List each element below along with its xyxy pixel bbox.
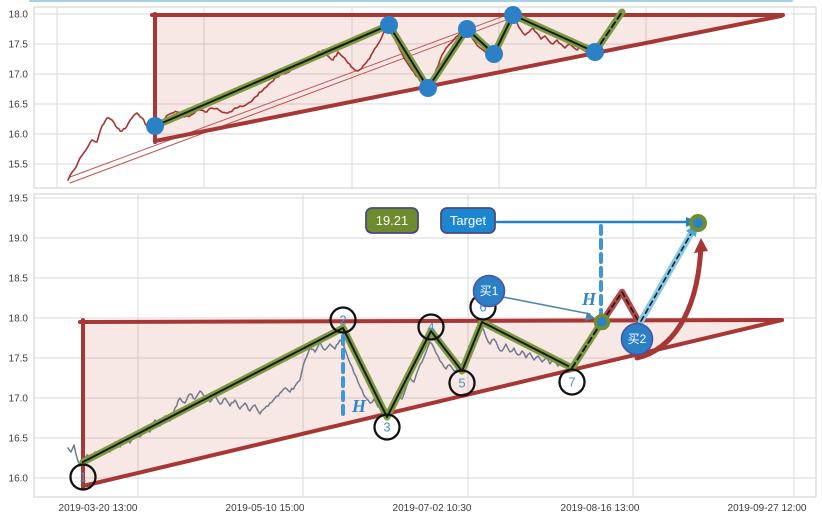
x-tick-label: 2019-09-27 12:00 [728,503,807,514]
pivot-number-6: 6 [479,300,486,315]
bottom-panel-border [33,193,817,498]
bottom-y-tick-label: 19.5 [9,194,29,205]
red-arrowhead [694,238,708,253]
thin-trendline [69,12,513,178]
cyan-projection-dashes [640,231,693,322]
pivot-dot-top [419,79,437,97]
price-value-label-box [365,207,419,234]
pivot-number-2: 2 [339,313,346,328]
pivot-dot-top [380,16,398,34]
x-tick-label: 2019-08-16 13:00 [561,503,640,514]
pivot-circle-5 [448,369,476,397]
pivot-number-7: 7 [568,375,575,390]
pivot-number-4: 4 [427,320,434,335]
top-y-tick-label: 18.0 [9,10,29,21]
buy1-arrowhead [585,312,595,321]
zigzag-core-bottom [82,321,573,463]
bottom-y-tick-label: 16.0 [9,474,29,485]
bottom-y-tick-label: 18.0 [9,314,29,325]
thin-trendline [69,16,515,184]
buy1-marker [472,274,506,308]
top-y-tick-label: 16.5 [9,100,29,111]
pivot-dot-top [146,117,164,135]
cyan-projection-band [637,228,696,325]
red-projection-arrow [634,242,704,361]
pivot-circle-7 [558,368,586,396]
top-y-tick-label: 16.0 [9,130,29,141]
target-label: Target [450,213,487,228]
red-pullback-dashes [601,291,641,325]
zigzag-entry-dashes [571,322,602,369]
pivot-number-1: 1 [79,470,86,485]
wedge-bottom-line-bottom [81,318,784,488]
price-value-label: 19.21 [376,213,409,228]
top-y-tick-label: 17.0 [9,70,29,81]
bottom-y-tick-label: 18.5 [9,274,29,285]
h-label-1: H [351,396,367,416]
top-panel-border [33,6,817,189]
bottom-y-tick-label: 16.5 [9,434,29,445]
pivot-dot-top [458,20,476,38]
top-y-tick-label: 17.5 [9,40,29,51]
pivot-dot-top [586,43,604,61]
h-label-2: H [581,289,597,309]
target-point-marker [689,214,707,232]
pivot-dot-top [504,6,522,24]
entry-point-marker [593,313,611,331]
target-label-box [440,207,496,234]
bottom-y-tick-label: 19.0 [9,234,29,245]
pivot-dot-top [485,45,503,63]
zigzag-projection-dashes-top [594,11,623,53]
x-tick-label: 2019-05-10 15:00 [226,503,305,514]
buy1-label: 买1 [480,284,499,298]
x-tick-label: 2019-07-02 10:30 [393,503,472,514]
pivot-number-5: 5 [458,376,465,391]
buy2-marker [620,322,654,356]
pivot-circle-4 [417,313,445,341]
pivot-number-3: 3 [383,420,390,435]
pivot-circle-2 [329,306,357,334]
top-y-tick-label: 15.5 [9,160,29,171]
x-tick-label: 2019-03-20 13:00 [59,503,138,514]
wedge-bottom-line [153,14,783,143]
buy1-pointer-line [502,296,591,315]
bottom-y-tick-label: 17.5 [9,354,29,365]
buy2-label: 买2 [628,332,647,346]
pivot-circle-1 [69,463,97,491]
wedge-top-line-bottom [78,318,784,324]
pivot-circle-3 [373,413,401,441]
bottom-y-tick-label: 17.0 [9,394,29,405]
